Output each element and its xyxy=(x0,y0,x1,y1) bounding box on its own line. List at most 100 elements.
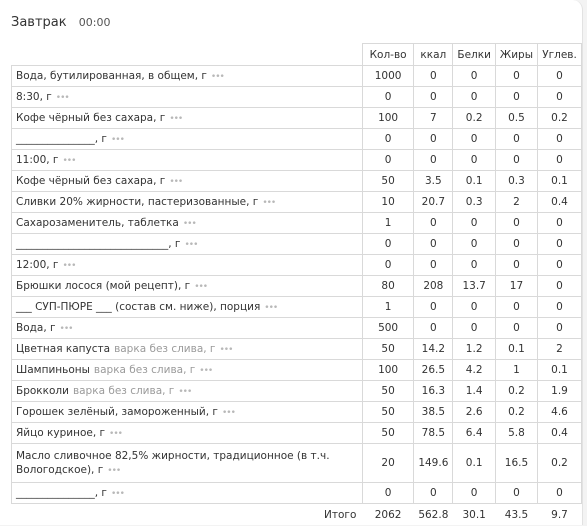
food-name[interactable]: Шампиньоны xyxy=(16,364,90,376)
carbs-cell: 0 xyxy=(538,276,582,297)
more-options-icon[interactable]: ••• xyxy=(199,366,212,376)
food-name-cell[interactable]: Вода, бутилированная, в общем, г ••• xyxy=(12,66,363,87)
more-options-icon[interactable]: ••• xyxy=(219,345,232,355)
food-name-cell[interactable]: ___ СУП-ПЮРЕ ___ (состав см. ниже), порц… xyxy=(12,297,363,318)
kcal-cell: 78.5 xyxy=(414,423,453,444)
food-name-cell[interactable]: 8:30, г ••• xyxy=(12,87,363,108)
food-name[interactable]: 8:30, г xyxy=(16,91,52,103)
qty-cell[interactable]: 0 xyxy=(362,129,413,150)
protein-cell: 1.2 xyxy=(453,339,496,360)
food-name-cell[interactable]: Горошек зелёный, замороженный, г ••• xyxy=(12,402,363,423)
more-options-icon[interactable]: ••• xyxy=(169,177,182,187)
header-name-blank xyxy=(12,44,363,66)
kcal-cell: 149.6 xyxy=(414,444,453,483)
meal-time[interactable]: 00:00 xyxy=(79,16,111,29)
food-name[interactable]: Брюшки лосося (мой рецепт), г xyxy=(16,280,190,292)
food-name[interactable]: Кофе чёрный без сахара, г xyxy=(16,112,165,124)
qty-cell[interactable]: 80 xyxy=(362,276,413,297)
food-name[interactable]: _____________________________, г xyxy=(16,238,180,250)
food-name[interactable]: Кофе чёрный без сахара, г xyxy=(16,175,165,187)
qty-cell[interactable]: 50 xyxy=(362,171,413,192)
more-options-icon[interactable]: ••• xyxy=(184,240,197,250)
food-name[interactable]: _______________, г xyxy=(16,487,107,499)
food-name[interactable]: Вода, бутилированная, в общем, г xyxy=(16,70,207,82)
header-protein: Белки xyxy=(453,44,496,66)
food-name[interactable]: Масло сливочное 82,5% жирности, традицио… xyxy=(16,450,330,476)
qty-cell[interactable]: 0 xyxy=(362,87,413,108)
food-name-cell[interactable]: Вода, г ••• xyxy=(12,318,363,339)
food-name-cell[interactable]: Кофе чёрный без сахара, г ••• xyxy=(12,108,363,129)
more-options-icon[interactable]: ••• xyxy=(264,303,277,313)
food-name-cell[interactable]: Яйцо куриное, г ••• xyxy=(12,423,363,444)
kcal-cell: 0 xyxy=(414,129,453,150)
qty-cell[interactable]: 1 xyxy=(362,297,413,318)
qty-cell[interactable]: 0 xyxy=(362,150,413,171)
food-name-cell[interactable]: Сливки 20% жирности, пастеризованные, г •… xyxy=(12,192,363,213)
carbs-cell: 2 xyxy=(538,339,582,360)
food-name[interactable]: ___ СУП-ПЮРЕ ___ (состав см. ниже), порц… xyxy=(16,301,260,313)
food-name[interactable]: _______________, г xyxy=(16,133,107,145)
qty-cell[interactable]: 100 xyxy=(362,108,413,129)
qty-cell[interactable]: 0 xyxy=(362,483,413,504)
more-options-icon[interactable]: ••• xyxy=(194,282,207,292)
more-options-icon[interactable]: ••• xyxy=(62,261,75,271)
food-name-cell[interactable]: Масло сливочное 82,5% жирности, традицио… xyxy=(12,444,363,483)
more-options-icon[interactable]: ••• xyxy=(262,198,275,208)
food-name[interactable]: 12:00, г xyxy=(16,259,58,271)
more-options-icon[interactable]: ••• xyxy=(169,114,182,124)
qty-cell[interactable]: 20 xyxy=(362,444,413,483)
more-options-icon[interactable]: ••• xyxy=(109,429,122,439)
food-name-cell[interactable]: 11:00, г ••• xyxy=(12,150,363,171)
qty-cell[interactable]: 50 xyxy=(362,339,413,360)
food-name[interactable]: 11:00, г xyxy=(16,154,58,166)
food-name[interactable]: Сахарозаменитель, таблетка xyxy=(16,217,179,229)
food-name-cell[interactable]: Брюшки лосося (мой рецепт), г ••• xyxy=(12,276,363,297)
more-options-icon[interactable]: ••• xyxy=(60,324,73,334)
qty-cell[interactable]: 500 xyxy=(362,318,413,339)
more-options-icon[interactable]: ••• xyxy=(111,135,124,145)
more-options-icon[interactable]: ••• xyxy=(178,387,191,397)
food-name-cell[interactable]: 12:00, г ••• xyxy=(12,255,363,276)
food-name-cell[interactable]: _____________________________, г ••• xyxy=(12,234,363,255)
fat-cell: 0 xyxy=(495,297,537,318)
more-options-icon[interactable]: ••• xyxy=(183,219,196,229)
qty-cell[interactable]: 50 xyxy=(362,381,413,402)
more-options-icon[interactable]: ••• xyxy=(56,93,69,103)
food-name-cell[interactable]: _______________, г ••• xyxy=(12,483,363,504)
table-row: Масло сливочное 82,5% жирности, традицио… xyxy=(12,444,582,483)
qty-cell[interactable]: 10 xyxy=(362,192,413,213)
fat-cell: 0.1 xyxy=(495,339,537,360)
food-name[interactable]: Вода, г xyxy=(16,322,56,334)
food-name-cell[interactable]: Кофе чёрный без сахара, г ••• xyxy=(12,171,363,192)
food-name[interactable]: Цветная капуста xyxy=(16,343,110,355)
food-name[interactable]: Брокколи xyxy=(16,385,69,397)
food-name-cell[interactable]: _______________, г ••• xyxy=(12,129,363,150)
total-carbs: 9.7 xyxy=(538,504,582,526)
food-name[interactable]: Горошек зелёный, замороженный, г xyxy=(16,406,218,418)
qty-cell[interactable]: 1000 xyxy=(362,66,413,87)
kcal-cell: 0 xyxy=(414,87,453,108)
fat-cell: 0 xyxy=(495,483,537,504)
food-name-cell[interactable]: Сахарозаменитель, таблетка ••• xyxy=(12,213,363,234)
more-options-icon[interactable]: ••• xyxy=(107,466,120,476)
qty-cell[interactable]: 50 xyxy=(362,423,413,444)
more-options-icon[interactable]: ••• xyxy=(111,489,124,499)
qty-cell[interactable]: 1 xyxy=(362,213,413,234)
table-row: ___ СУП-ПЮРЕ ___ (состав см. ниже), порц… xyxy=(12,297,582,318)
more-options-icon[interactable]: ••• xyxy=(222,408,235,418)
more-options-icon[interactable]: ••• xyxy=(62,156,75,166)
fat-cell: 0 xyxy=(495,255,537,276)
qty-cell[interactable]: 100 xyxy=(362,360,413,381)
total-fat: 43.5 xyxy=(495,504,537,526)
qty-cell[interactable]: 0 xyxy=(362,234,413,255)
qty-cell[interactable]: 50 xyxy=(362,402,413,423)
food-name[interactable]: Сливки 20% жирности, пастеризованные, г xyxy=(16,196,258,208)
qty-cell[interactable]: 0 xyxy=(362,255,413,276)
more-options-icon[interactable]: ••• xyxy=(211,72,224,82)
food-name[interactable]: Яйцо куриное, г xyxy=(16,427,105,439)
